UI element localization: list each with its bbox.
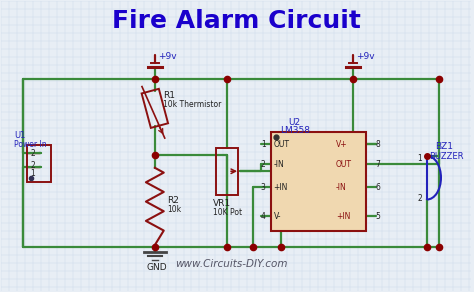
Text: www.Circuits-DIY.com: www.Circuits-DIY.com: [174, 259, 287, 269]
Text: 4: 4: [261, 212, 265, 221]
Text: 8: 8: [375, 140, 380, 149]
Text: V+: V+: [336, 140, 347, 149]
Bar: [216, 148, 238, 194]
Text: +IN: +IN: [336, 212, 350, 221]
Text: 1: 1: [30, 169, 35, 178]
Text: VR1: VR1: [213, 199, 231, 208]
Text: OUT: OUT: [336, 160, 352, 169]
Text: V-: V-: [273, 212, 281, 221]
Text: OUT: OUT: [273, 140, 290, 149]
Text: -IN: -IN: [336, 183, 347, 192]
Text: R2: R2: [167, 196, 179, 204]
Text: 3: 3: [261, 183, 265, 192]
Text: GND: GND: [147, 263, 167, 272]
Text: 1: 1: [261, 140, 265, 149]
Text: 6: 6: [375, 183, 381, 192]
Text: R1: R1: [163, 91, 175, 100]
Text: +9v: +9v: [158, 52, 176, 61]
Text: U2: U2: [289, 118, 301, 127]
Text: 1: 1: [417, 154, 422, 163]
Text: BZ1: BZ1: [435, 142, 453, 151]
Bar: [142, 89, 168, 128]
Bar: [27, 145, 51, 182]
Text: 10k Thermistor: 10k Thermistor: [163, 100, 221, 110]
Text: 5: 5: [375, 212, 381, 221]
Text: 2: 2: [30, 161, 35, 170]
Text: +9v: +9v: [356, 52, 374, 61]
Text: 2: 2: [417, 194, 422, 203]
Text: 7: 7: [375, 160, 381, 169]
Text: Fire Alarm Circuit: Fire Alarm Circuit: [111, 9, 360, 33]
Text: +IN: +IN: [273, 183, 288, 192]
Text: 10k: 10k: [167, 206, 181, 214]
Text: 2: 2: [261, 160, 265, 169]
Text: 2: 2: [30, 149, 35, 158]
Text: U1: U1: [14, 131, 26, 140]
Text: 10K Pot: 10K Pot: [213, 208, 242, 218]
Text: BUZZER: BUZZER: [429, 152, 464, 161]
Text: -IN: -IN: [273, 160, 284, 169]
Bar: [271, 132, 366, 231]
Text: Power In: Power In: [14, 140, 47, 149]
Text: LM358: LM358: [281, 126, 310, 135]
